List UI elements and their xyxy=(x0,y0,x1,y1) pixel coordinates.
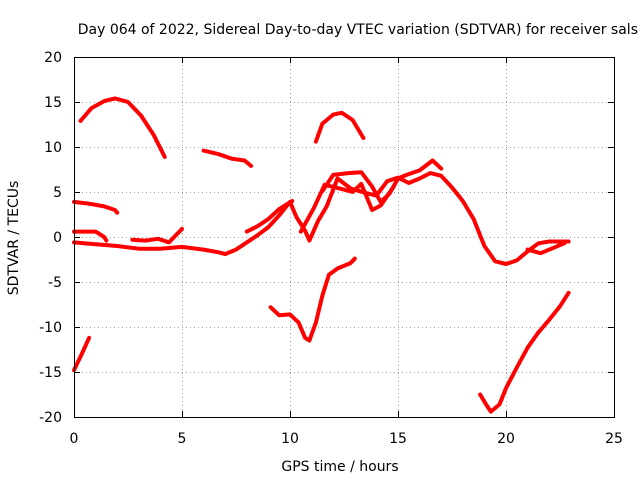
grid xyxy=(74,57,614,417)
y-tick-label: -20 xyxy=(39,410,62,426)
series-arc-10 xyxy=(298,181,396,234)
x-tick-label: 0 xyxy=(70,431,79,447)
series-arc-11 xyxy=(72,335,92,373)
y-tick-label: -5 xyxy=(48,275,62,291)
series-arc-6 xyxy=(72,171,571,266)
series-arc-7 xyxy=(130,226,184,245)
y-tick-label: 15 xyxy=(44,95,62,111)
axis-ticks xyxy=(74,57,615,418)
y-tick-label: -10 xyxy=(39,320,62,336)
series-arc-1 xyxy=(78,96,167,159)
series-layer xyxy=(72,96,571,414)
series-arc-3 xyxy=(313,110,366,144)
x-tick-label: 20 xyxy=(497,431,515,447)
y-tick-labels: -20 -15 -10 -5 0 5 10 15 20 xyxy=(39,50,62,426)
series-arc-13 xyxy=(478,290,571,414)
series-arc-12 xyxy=(268,256,357,343)
y-tick-label: 0 xyxy=(53,230,62,246)
y-tick-label: 5 xyxy=(53,185,62,201)
x-tick-label: 5 xyxy=(178,431,187,447)
x-tick-labels: 0 5 10 15 20 25 xyxy=(70,431,623,447)
series-arc-14 xyxy=(525,241,567,256)
y-tick-label: 10 xyxy=(44,140,62,156)
x-tick-label: 25 xyxy=(605,431,623,447)
series-arc-4 xyxy=(72,199,120,215)
x-axis-label: GPS time / hours xyxy=(281,459,398,475)
series-arc-8 xyxy=(244,199,295,234)
x-tick-label: 10 xyxy=(281,431,299,447)
series-arc-5 xyxy=(72,229,109,243)
x-tick-label: 15 xyxy=(389,431,407,447)
y-axis-label: SDTVAR / TECUs xyxy=(6,181,22,296)
y-tick-label: -15 xyxy=(39,365,62,381)
chart-title: Day 064 of 2022, Sidereal Day-to-day VTE… xyxy=(78,22,638,38)
y-tick-label: 20 xyxy=(44,50,62,66)
series-arc-2 xyxy=(201,148,254,168)
